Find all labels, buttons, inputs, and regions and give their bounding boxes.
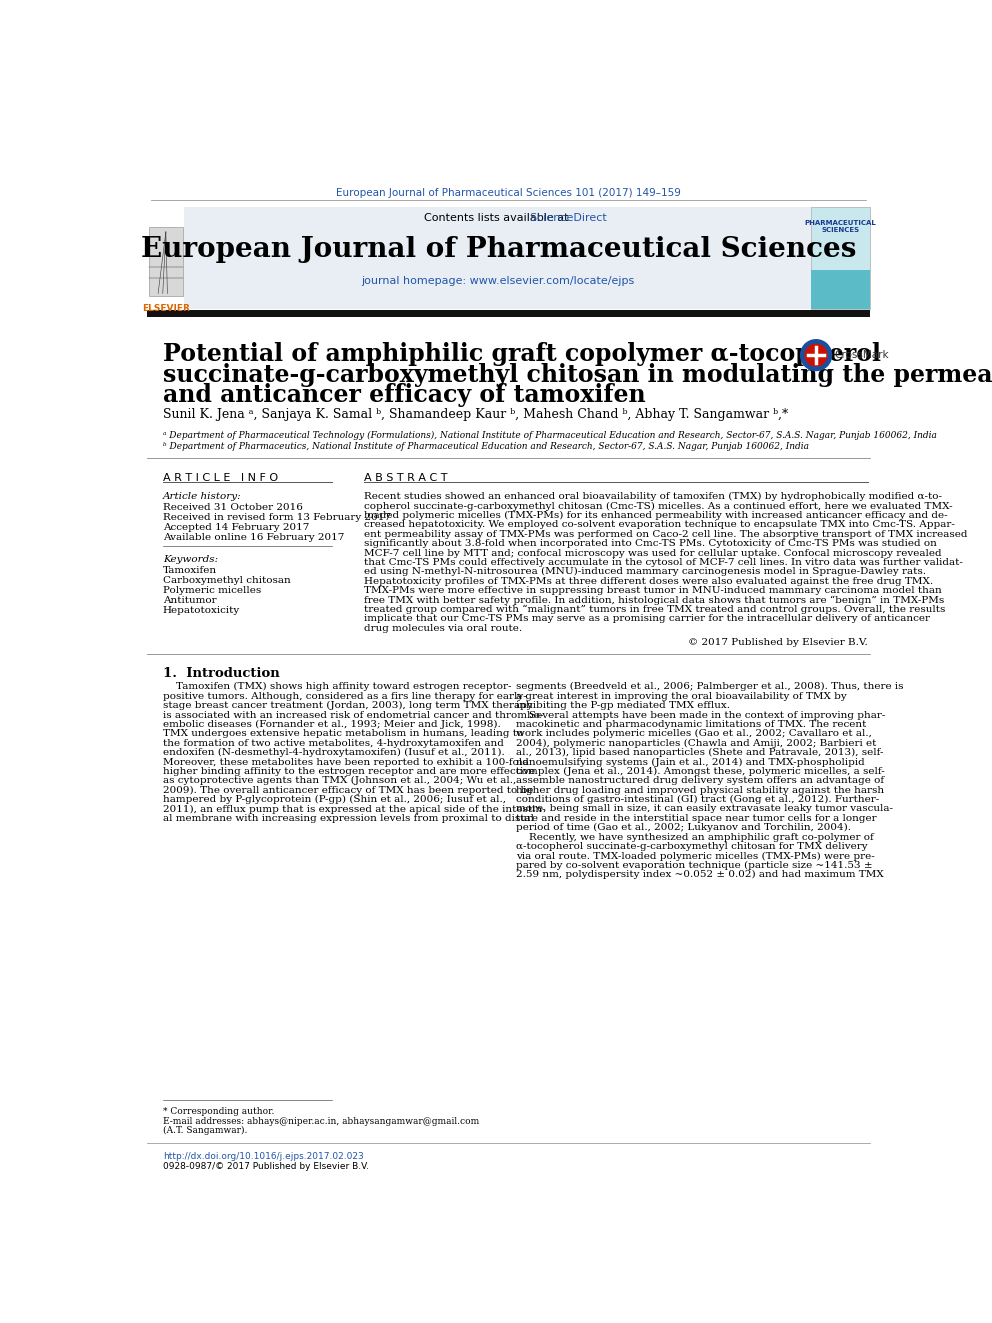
Text: 2.59 nm, polydispersity index ~0.052 ± 0.02) and had maximum TMX: 2.59 nm, polydispersity index ~0.052 ± 0… — [516, 871, 884, 880]
Text: implicate that our Cmc-TS PMs may serve as a promising carrier for the intracell: implicate that our Cmc-TS PMs may serve … — [364, 614, 930, 623]
Text: period of time (Gao et al., 2002; Lukyanov and Torchilin, 2004).: period of time (Gao et al., 2002; Lukyan… — [516, 823, 851, 832]
Text: Article history:: Article history: — [163, 492, 241, 501]
Text: 2004), polymeric nanoparticles (Chawla and Amiji, 2002; Barbieri et: 2004), polymeric nanoparticles (Chawla a… — [516, 738, 877, 747]
Text: as cytoprotective agents than TMX (Johnson et al., 2004; Wu et al.,: as cytoprotective agents than TMX (Johns… — [163, 777, 516, 786]
Text: segments (Breedveld et al., 2006; Palmberger et al., 2008). Thus, there is: segments (Breedveld et al., 2006; Palmbe… — [516, 683, 904, 692]
Text: Sunil K. Jena ᵃ, Sanjaya K. Samal ᵇ, Shamandeep Kaur ᵇ, Mahesh Chand ᵇ, Abhay T.: Sunil K. Jena ᵃ, Sanjaya K. Samal ᵇ, Sha… — [163, 409, 788, 421]
Text: European Journal of Pharmaceutical Sciences 101 (2017) 149–159: European Journal of Pharmaceutical Scien… — [336, 188, 681, 198]
Text: 2009). The overall anticancer efficacy of TMX has been reported to be: 2009). The overall anticancer efficacy o… — [163, 786, 533, 795]
Text: drug molecules via oral route.: drug molecules via oral route. — [364, 623, 523, 632]
Text: via oral route. TMX-loaded polymeric micelles (TMX-PMs) were pre-: via oral route. TMX-loaded polymeric mic… — [516, 852, 875, 860]
Text: nanoemulsifying systems (Jain et al., 2014) and TMX-phospholipid: nanoemulsifying systems (Jain et al., 20… — [516, 758, 865, 766]
Text: Recently, we have synthesized an amphiphilic graft co-polymer of: Recently, we have synthesized an amphiph… — [516, 832, 874, 841]
Circle shape — [806, 344, 827, 366]
Text: treated group compared with “malignant” tumors in free TMX treated and control g: treated group compared with “malignant” … — [364, 605, 945, 614]
Text: al membrane with increasing expression levels from proximal to distal: al membrane with increasing expression l… — [163, 814, 534, 823]
Text: Received in revised form 13 February 2017: Received in revised form 13 February 201… — [163, 513, 391, 523]
Text: ed using N-methyl-N-nitrosourea (MNU)-induced mammary carcinogenesis model in Sp: ed using N-methyl-N-nitrosourea (MNU)-in… — [364, 568, 927, 577]
Text: Received 31 October 2016: Received 31 October 2016 — [163, 503, 303, 512]
Text: http://dx.doi.org/10.1016/j.ejps.2017.02.023: http://dx.doi.org/10.1016/j.ejps.2017.02… — [163, 1152, 363, 1162]
Text: is associated with an increased risk of endometrial cancer and thrombo-: is associated with an increased risk of … — [163, 710, 544, 720]
Text: Accepted 14 February 2017: Accepted 14 February 2017 — [163, 523, 310, 532]
Text: that Cmc-TS PMs could effectively accumulate in the cytosol of MCF-7 cell lines.: that Cmc-TS PMs could effectively accumu… — [364, 558, 963, 568]
Text: al., 2013), lipid based nanoparticles (Shete and Patravale, 2013), self-: al., 2013), lipid based nanoparticles (S… — [516, 747, 884, 757]
Text: more, being small in size, it can easily extravasate leaky tumor vascula-: more, being small in size, it can easily… — [516, 804, 893, 814]
Text: Contents lists available at: Contents lists available at — [425, 213, 572, 222]
Text: macokinetic and pharmacodynamic limitations of TMX. The recent: macokinetic and pharmacodynamic limitati… — [516, 720, 867, 729]
Circle shape — [801, 340, 831, 370]
Text: (A.T. Sangamwar).: (A.T. Sangamwar). — [163, 1126, 247, 1135]
Text: loaded polymeric micelles (TMX-PMs) for its enhanced permeability with increased: loaded polymeric micelles (TMX-PMs) for … — [364, 511, 948, 520]
Text: ELSEVIER: ELSEVIER — [142, 303, 189, 312]
Text: α-tocopherol succinate-g-carboxymethyl chitosan for TMX delivery: α-tocopherol succinate-g-carboxymethyl c… — [516, 841, 868, 851]
Text: Polymeric micelles: Polymeric micelles — [163, 586, 261, 595]
Text: Carboxymethyl chitosan: Carboxymethyl chitosan — [163, 576, 291, 585]
FancyBboxPatch shape — [147, 208, 185, 308]
Text: Keywords:: Keywords: — [163, 556, 218, 565]
Text: Potential of amphiphilic graft copolymer α-tocopherol: Potential of amphiphilic graft copolymer… — [163, 343, 881, 366]
Text: Several attempts have been made in the context of improving phar-: Several attempts have been made in the c… — [516, 710, 886, 720]
Text: A B S T R A C T: A B S T R A C T — [364, 472, 447, 483]
Text: journal homepage: www.elsevier.com/locate/ejps: journal homepage: www.elsevier.com/locat… — [362, 275, 635, 286]
Text: and anticancer efficacy of tamoxifen: and anticancer efficacy of tamoxifen — [163, 382, 646, 407]
Text: higher drug loading and improved physical stability against the harsh: higher drug loading and improved physica… — [516, 786, 884, 795]
FancyBboxPatch shape — [147, 311, 870, 318]
Text: conditions of gastro-intestinal (GI) tract (Gong et al., 2012). Further-: conditions of gastro-intestinal (GI) tra… — [516, 795, 879, 804]
Text: MCF-7 cell line by MTT and; confocal microscopy was used for cellular uptake. Co: MCF-7 cell line by MTT and; confocal mic… — [364, 549, 941, 557]
Text: ent permeability assay of TMX-PMs was performed on Caco-2 cell line. The absorpt: ent permeability assay of TMX-PMs was pe… — [364, 529, 968, 538]
Text: ᵇ Department of Pharmaceutics, National Institute of Pharmaceutical Education an: ᵇ Department of Pharmaceutics, National … — [163, 442, 808, 451]
Text: E-mail addresses: abhays@niper.ac.in, abhaysangamwar@gmail.com: E-mail addresses: abhays@niper.ac.in, ab… — [163, 1117, 479, 1126]
Text: endoxifen (N-desmethyl-4-hydroxytamoxifen) (Iusuf et al., 2011).: endoxifen (N-desmethyl-4-hydroxytamoxife… — [163, 747, 505, 757]
FancyBboxPatch shape — [810, 270, 870, 308]
Text: the formation of two active metabolites, 4-hydroxytamoxifen and: the formation of two active metabolites,… — [163, 738, 504, 747]
Text: complex (Jena et al., 2014). Amongst these, polymeric micelles, a self-: complex (Jena et al., 2014). Amongst the… — [516, 767, 885, 777]
Text: stage breast cancer treatment (Jordan, 2003), long term TMX therapy: stage breast cancer treatment (Jordan, 2… — [163, 701, 533, 710]
Text: copherol succinate-g-carboxymethyl chitosan (Cmc-TS) micelles. As a continued ef: copherol succinate-g-carboxymethyl chito… — [364, 501, 953, 511]
Text: work includes polymeric micelles (Gao et al., 2002; Cavallaro et al.,: work includes polymeric micelles (Gao et… — [516, 729, 872, 738]
Text: assemble nanostructured drug delivery system offers an advantage of: assemble nanostructured drug delivery sy… — [516, 777, 884, 786]
Text: higher binding affinity to the estrogen receptor and are more effective: higher binding affinity to the estrogen … — [163, 767, 535, 775]
FancyBboxPatch shape — [185, 208, 810, 308]
Text: A R T I C L E   I N F O: A R T I C L E I N F O — [163, 472, 278, 483]
Text: ScienceDirect: ScienceDirect — [390, 213, 607, 222]
Text: © 2017 Published by Elsevier B.V.: © 2017 Published by Elsevier B.V. — [688, 638, 868, 647]
Text: creased hepatotoxicity. We employed co-solvent evaporation technique to encapsul: creased hepatotoxicity. We employed co-s… — [364, 520, 955, 529]
Text: European Journal of Pharmaceutical Sciences: European Journal of Pharmaceutical Scien… — [141, 235, 856, 263]
Text: a great interest in improving the oral bioavailability of TMX by: a great interest in improving the oral b… — [516, 692, 847, 701]
Text: Tamoxifen: Tamoxifen — [163, 566, 217, 576]
Text: Hepatotoxicity: Hepatotoxicity — [163, 606, 240, 615]
FancyBboxPatch shape — [810, 208, 870, 308]
Text: Moreover, these metabolites have been reported to exhibit a 100-fold: Moreover, these metabolites have been re… — [163, 758, 529, 766]
Text: Available online 16 February 2017: Available online 16 February 2017 — [163, 533, 344, 542]
Text: TMX-PMs were more effective in suppressing breast tumor in MNU-induced mammary c: TMX-PMs were more effective in suppressi… — [364, 586, 942, 595]
Text: ᵃ Department of Pharmaceutical Technology (Formulations), National Institute of : ᵃ Department of Pharmaceutical Technolog… — [163, 431, 936, 441]
Text: hampered by P-glycoprotein (P-gp) (Shin et al., 2006; Iusuf et al.,: hampered by P-glycoprotein (P-gp) (Shin … — [163, 795, 506, 804]
Text: pared by co-solvent evaporation technique (particle size ~141.53 ±: pared by co-solvent evaporation techniqu… — [516, 861, 873, 871]
Text: Hepatotoxicity profiles of TMX-PMs at three different doses were also evaluated : Hepatotoxicity profiles of TMX-PMs at th… — [364, 577, 933, 586]
Text: CrossMark: CrossMark — [834, 349, 889, 360]
Text: 2011), an efflux pump that is expressed at the apical side of the intestin-: 2011), an efflux pump that is expressed … — [163, 804, 546, 814]
FancyBboxPatch shape — [149, 226, 183, 296]
Text: TMX undergoes extensive hepatic metabolism in humans, leading to: TMX undergoes extensive hepatic metaboli… — [163, 729, 523, 738]
Text: PHARMACEUTICAL
SCIENCES: PHARMACEUTICAL SCIENCES — [805, 221, 876, 233]
Text: succinate-g-carboxymethyl chitosan in modulating the permeability: succinate-g-carboxymethyl chitosan in mo… — [163, 363, 992, 386]
Text: Tamoxifen (TMX) shows high affinity toward estrogen receptor-: Tamoxifen (TMX) shows high affinity towa… — [163, 683, 511, 692]
Text: inhibiting the P-gp mediated TMX efflux.: inhibiting the P-gp mediated TMX efflux. — [516, 701, 730, 710]
Text: significantly about 3.8-fold when incorporated into Cmc-TS PMs. Cytotoxicity of : significantly about 3.8-fold when incorp… — [364, 540, 937, 548]
Text: 0928-0987/© 2017 Published by Elsevier B.V.: 0928-0987/© 2017 Published by Elsevier B… — [163, 1162, 369, 1171]
Text: ture and reside in the interstitial space near tumor cells for a longer: ture and reside in the interstitial spac… — [516, 814, 877, 823]
Text: embolic diseases (Fornander et al., 1993; Meier and Jick, 1998).: embolic diseases (Fornander et al., 1993… — [163, 720, 501, 729]
Text: Recent studies showed an enhanced oral bioavailability of tamoxifen (TMX) by hyd: Recent studies showed an enhanced oral b… — [364, 492, 942, 501]
Text: Antitumor: Antitumor — [163, 597, 216, 605]
Text: * Corresponding author.: * Corresponding author. — [163, 1107, 274, 1117]
Text: positive tumors. Although, considered as a firs line therapy for early-: positive tumors. Although, considered as… — [163, 692, 527, 701]
Text: free TMX with better safety profile. In addition, histological data shows that t: free TMX with better safety profile. In … — [364, 595, 944, 605]
Text: 1.  Introduction: 1. Introduction — [163, 667, 280, 680]
